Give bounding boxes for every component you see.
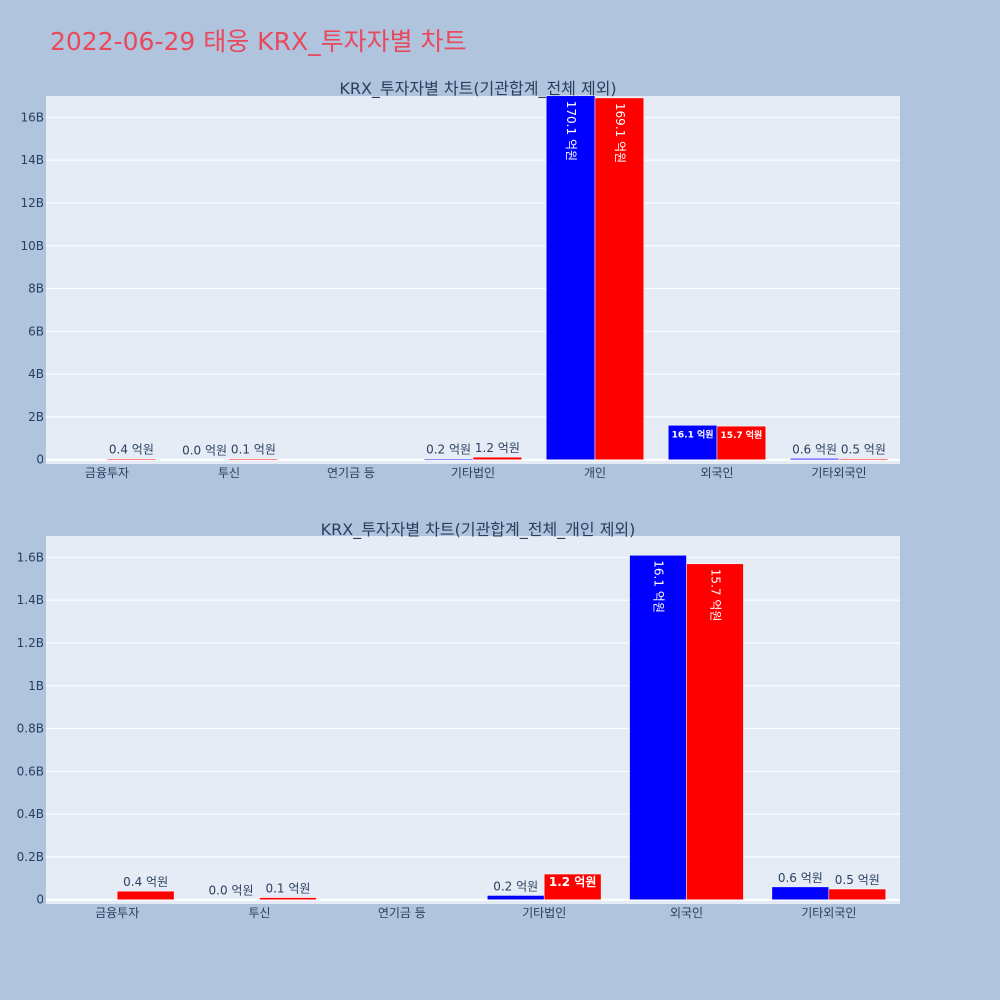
bar [545,95,596,460]
y-tick-label: 0.2B [17,850,44,864]
data-label: 15.7 억원 [708,569,722,622]
y-tick-label: 0.8B [17,722,44,736]
x-tick-label: 투신 [248,906,270,920]
bar [594,97,645,460]
y-tick-label: 0 [36,893,44,907]
y-tick-label: 2B [28,410,44,424]
bar [486,895,545,900]
page-title: 2022-06-29 태웅 KRX_투자자별 차트 [50,27,467,56]
bar [228,458,279,460]
data-label: 0.1 억원 [265,882,310,896]
data-label: 0.4 억원 [109,443,154,457]
data-label: 0.4 억원 [123,875,168,889]
bar [106,458,157,460]
chart-1: KRX_투자자별 차트(기관합계_전체 제외) 0 2B 4B 6B 8B 10B 12B 14… [20,79,900,480]
x-tick-label: 외국인 [670,906,703,920]
bar [543,873,602,900]
plot-area [46,536,900,904]
x-tick-label: 개인 [584,466,606,480]
bar [629,555,687,900]
bar [789,458,840,460]
y-tick-label: 6B [28,324,44,338]
y-tick-label: 0.6B [17,764,44,778]
data-label: 0.2 억원 [426,443,471,457]
y-tick-label: 1.4B [17,593,44,607]
y-tick-label: 10B [20,239,44,253]
bar [472,456,523,460]
bar [828,888,887,900]
x-tick-label: 투신 [218,466,240,480]
y-tick-label: 16B [20,110,44,124]
x-tick-label: 외국인 [700,466,733,480]
chart-title: KRX_투자자별 차트(기관합계_전체_개인 제외) [321,520,636,540]
bar [716,425,767,460]
y-tick-label: 4B [28,367,44,381]
y-tick-label: 14B [20,153,44,167]
data-label: 16.1 억원 [672,428,714,440]
y-tick-label: 0.4B [17,807,44,821]
data-label: 1.2 억원 [475,441,520,455]
chart-title: KRX_투자자별 차트(기관합계_전체 제외) [339,79,616,99]
x-tick-label: 금융투자 [85,466,129,480]
data-label: 0.0 억원 [182,444,227,458]
chart-2: KRX_투자자별 차트(기관합계_전체_개인 제외) 0 0.2B 0.4B 0.6B 0… [17,520,900,920]
y-tick-label: 1.6B [17,550,44,564]
x-tick-label: 기타외국인 [801,906,856,920]
bar [667,425,718,460]
data-label: 0.0 억원 [209,884,254,898]
data-label: 1.2 억원 [549,875,597,889]
y-tick-label: 1.2B [17,636,44,650]
y-tick-label: 8B [28,282,44,296]
data-label: 0.2 억원 [493,879,538,893]
data-label: 15.7 억원 [720,429,762,441]
data-label: 16.1 억원 [652,560,666,613]
data-label: 0.6 억원 [778,871,823,885]
x-tick-label: 기타법인 [451,466,495,480]
data-label: 0.6 억원 [792,442,837,456]
plot-area [46,96,900,464]
x-tick-label: 기타외국인 [811,466,866,480]
y-tick-label: 12B [20,196,44,210]
data-label: 0.5 억원 [835,873,880,887]
bar [116,890,175,900]
y-tick-label: 1B [28,679,44,693]
bar [686,563,744,900]
bar [259,897,317,900]
x-tick-label: 기타법인 [522,906,566,920]
data-label: 0.5 억원 [841,443,886,457]
x-tick-label: 연기금 등 [378,906,426,920]
bar [771,886,830,900]
bar [838,458,889,460]
y-tick-label: 0 [36,453,44,467]
data-label: 169.1 억원 [613,103,627,163]
x-tick-label: 연기금 등 [327,466,375,480]
data-label: 0.1 억원 [231,443,276,457]
x-tick-label: 금융투자 [95,906,139,920]
bar [423,458,474,460]
data-label: 170.1 억원 [564,101,578,161]
